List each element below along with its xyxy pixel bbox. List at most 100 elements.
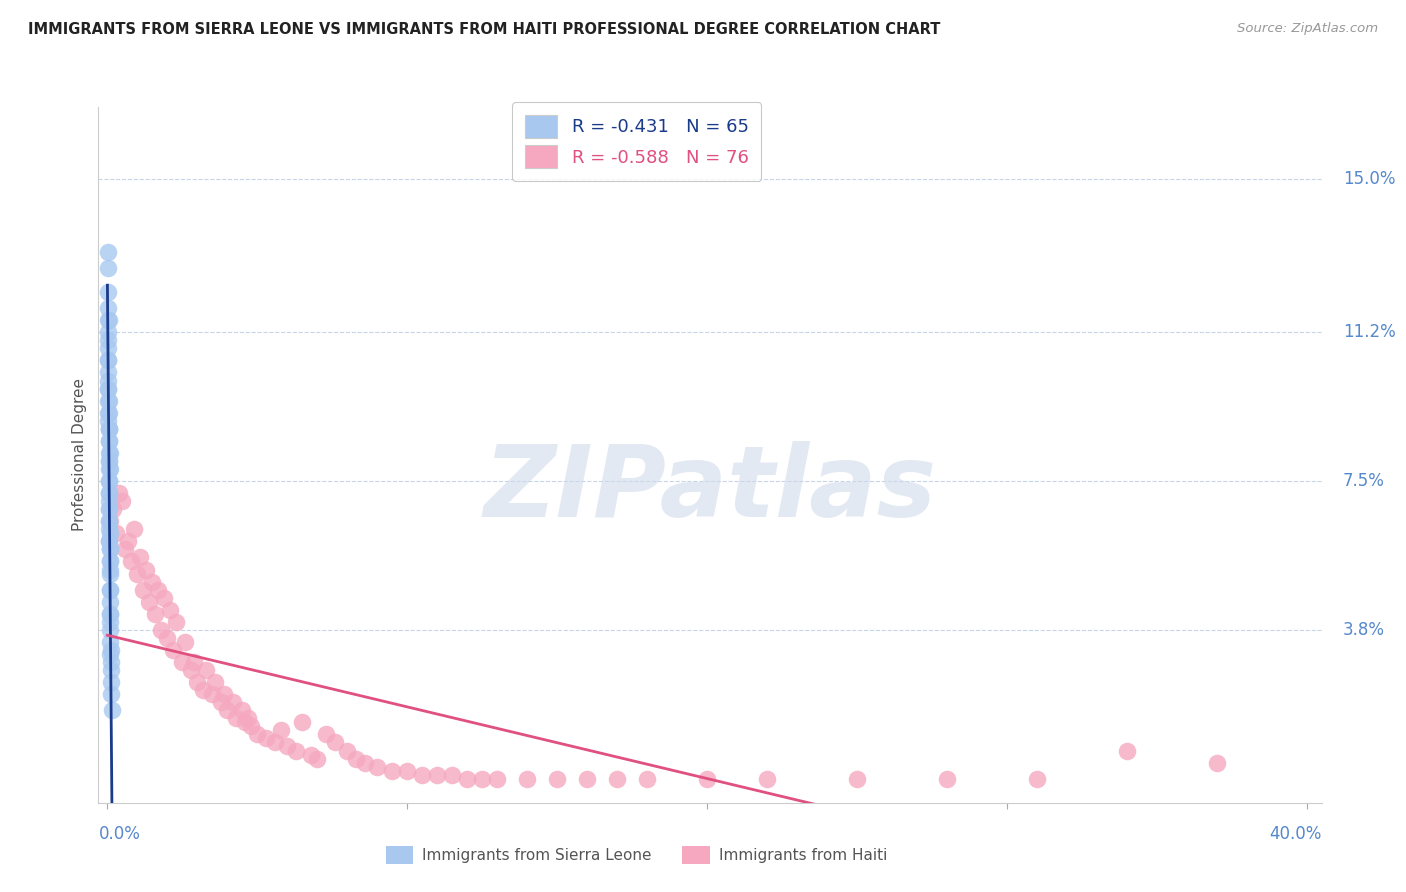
Point xyxy=(516,772,538,786)
Point xyxy=(98,486,121,500)
Text: 7.5%: 7.5% xyxy=(1343,472,1385,490)
Point xyxy=(276,739,298,754)
Point xyxy=(117,534,139,549)
Point xyxy=(270,723,292,738)
Point xyxy=(150,623,173,637)
Point xyxy=(98,514,121,528)
Point xyxy=(98,542,121,557)
Point xyxy=(100,514,122,528)
Point xyxy=(97,494,120,508)
Point xyxy=(209,695,232,709)
Point xyxy=(214,687,236,701)
Point xyxy=(135,562,157,576)
Point xyxy=(97,454,120,468)
Point xyxy=(159,603,181,617)
Point xyxy=(222,695,245,709)
Point xyxy=(426,767,449,781)
Point xyxy=(98,554,121,568)
Point xyxy=(546,772,568,786)
Point xyxy=(411,767,433,781)
Point xyxy=(103,502,125,516)
Point xyxy=(97,406,120,420)
Text: ZIPatlas: ZIPatlas xyxy=(484,442,936,538)
Point xyxy=(98,542,121,557)
Point xyxy=(845,772,868,786)
Point xyxy=(98,446,121,460)
Point xyxy=(336,743,359,757)
Text: 0.0%: 0.0% xyxy=(98,825,141,843)
Point xyxy=(174,635,197,649)
Point xyxy=(97,434,120,448)
Point xyxy=(98,582,121,597)
Point xyxy=(98,623,121,637)
Point xyxy=(323,735,346,749)
Point xyxy=(162,643,184,657)
Point xyxy=(195,663,218,677)
Point xyxy=(101,703,124,717)
Point xyxy=(97,486,120,500)
Point xyxy=(105,526,128,541)
Point xyxy=(486,772,509,786)
Point xyxy=(97,382,120,396)
Point xyxy=(100,647,122,661)
Point xyxy=(225,711,247,725)
Point xyxy=(264,735,287,749)
Point xyxy=(97,313,120,327)
Point xyxy=(98,534,121,549)
Point xyxy=(186,675,208,690)
Point xyxy=(97,406,120,420)
Point xyxy=(696,772,718,786)
Point xyxy=(97,374,120,388)
Point xyxy=(97,393,120,408)
Point xyxy=(120,554,142,568)
Point xyxy=(100,655,122,669)
Point xyxy=(98,562,121,576)
Point xyxy=(98,635,121,649)
Point xyxy=(97,462,120,476)
Point xyxy=(97,382,120,396)
Point xyxy=(441,767,464,781)
Point xyxy=(204,675,226,690)
Point xyxy=(233,715,256,730)
Point xyxy=(97,446,120,460)
Point xyxy=(97,301,120,315)
Point xyxy=(98,502,121,516)
Point xyxy=(285,743,308,757)
Text: IMMIGRANTS FROM SIERRA LEONE VS IMMIGRANTS FROM HAITI PROFESSIONAL DEGREE CORREL: IMMIGRANTS FROM SIERRA LEONE VS IMMIGRAN… xyxy=(28,22,941,37)
Point xyxy=(315,727,337,741)
Point xyxy=(138,595,160,609)
Legend: Immigrants from Sierra Leone, Immigrants from Haiti: Immigrants from Sierra Leone, Immigrants… xyxy=(375,835,898,875)
Point xyxy=(344,751,367,765)
Point xyxy=(240,719,263,733)
Point xyxy=(97,422,120,436)
Point xyxy=(98,554,121,568)
Point xyxy=(180,663,202,677)
Text: 11.2%: 11.2% xyxy=(1343,323,1396,342)
Point xyxy=(396,764,419,778)
Point xyxy=(299,747,322,762)
Point xyxy=(108,486,131,500)
Point xyxy=(141,574,163,589)
Point xyxy=(238,711,260,725)
Point xyxy=(98,522,121,536)
Point xyxy=(246,727,269,741)
Point xyxy=(98,422,121,436)
Point xyxy=(606,772,628,786)
Point xyxy=(97,414,120,428)
Point xyxy=(97,313,120,327)
Point xyxy=(217,703,239,717)
Point xyxy=(132,582,155,597)
Point xyxy=(97,502,120,516)
Point xyxy=(97,342,120,356)
Point xyxy=(576,772,599,786)
Point xyxy=(98,607,121,621)
Point xyxy=(97,366,120,380)
Point xyxy=(201,687,224,701)
Point xyxy=(100,675,122,690)
Point xyxy=(98,534,121,549)
Point xyxy=(354,756,377,770)
Point xyxy=(97,474,120,488)
Point xyxy=(98,526,121,541)
Y-axis label: Professional Degree: Professional Degree xyxy=(72,378,87,532)
Point xyxy=(756,772,779,786)
